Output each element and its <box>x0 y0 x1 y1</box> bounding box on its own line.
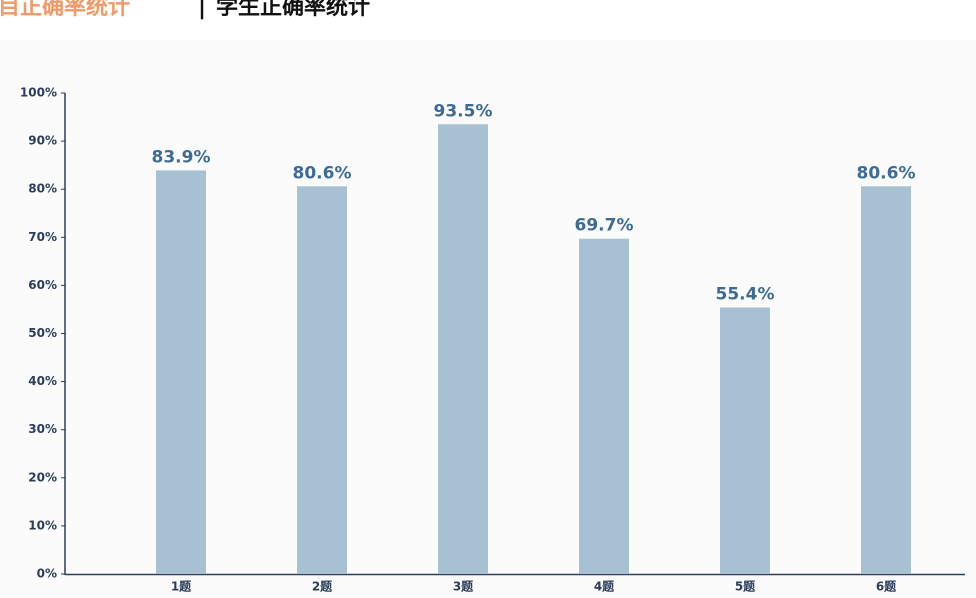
title-right: 学生正确率统计 <box>216 0 370 20</box>
value-label: 80.6% <box>293 163 352 183</box>
y-tick-label: 70% <box>28 230 57 244</box>
value-label: 80.6% <box>857 163 916 183</box>
value-label: 69.7% <box>575 216 634 236</box>
bar <box>579 238 629 575</box>
y-tick-label: 80% <box>28 182 57 196</box>
y-tick-label: 0% <box>37 567 57 581</box>
y-tick-label: 30% <box>28 422 57 436</box>
value-label: 93.5% <box>434 101 493 121</box>
value-label: 55.4% <box>716 285 775 305</box>
x-tick-label: 1题 <box>171 580 192 594</box>
x-tick-label: 2题 <box>312 580 333 594</box>
x-tick-label: 3题 <box>453 580 474 594</box>
bar <box>156 170 206 575</box>
bar <box>297 186 347 574</box>
title-separator: | <box>198 0 206 20</box>
y-tick-label: 60% <box>28 278 57 292</box>
y-tick-label: 90% <box>28 134 57 148</box>
x-tick-label: 6题 <box>876 580 897 594</box>
bar <box>438 124 488 574</box>
y-tick-label: 100% <box>20 86 57 100</box>
value-label: 83.9% <box>152 147 211 167</box>
y-tick-label: 40% <box>28 374 57 388</box>
y-tick-label: 50% <box>28 326 57 340</box>
bar <box>720 307 770 574</box>
y-tick-label: 10% <box>28 518 57 532</box>
x-tick-label: 4题 <box>594 580 615 594</box>
x-tick-label: 5题 <box>735 580 756 594</box>
bar <box>861 186 911 574</box>
title-left: 目正确率统计 <box>0 0 130 20</box>
y-tick-label: 20% <box>28 470 57 484</box>
